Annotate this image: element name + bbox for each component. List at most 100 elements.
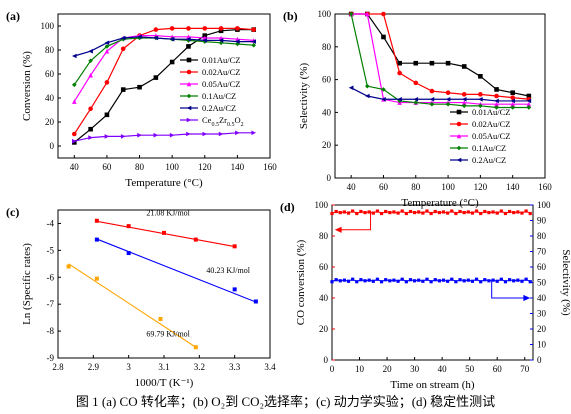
data-point [365, 11, 370, 17]
data-point [413, 100, 419, 105]
data-point [470, 211, 475, 215]
y-tick-label: -5 [47, 245, 55, 255]
data-point [137, 34, 142, 40]
data-point [367, 210, 371, 214]
data-point [487, 210, 491, 215]
y-tick-label: 40 [322, 107, 332, 117]
data-point [495, 279, 499, 283]
data-point [330, 280, 334, 284]
series-line [74, 36, 254, 57]
y-tick-label: 80 [45, 45, 55, 55]
data-point [466, 210, 470, 214]
data-point [429, 280, 433, 284]
data-point [153, 75, 159, 80]
legend: 0.01Au/CZ 0.02Au/CZ 0.05Au/CZ 0.1Au/CZ 0.2Au… [450, 107, 511, 165]
data-point [526, 101, 532, 107]
data-point [381, 96, 386, 102]
activation-energy-label: 21.08 KJ/mol [146, 208, 190, 217]
series-3 [348, 11, 532, 110]
data-point [425, 277, 429, 281]
x-tick-label: 2.9 [88, 362, 100, 372]
legend-marker [456, 109, 462, 115]
data-point [526, 98, 532, 104]
data-point [421, 279, 425, 283]
data-point [413, 210, 417, 215]
data-point [510, 95, 515, 100]
data-point [461, 92, 467, 97]
x-tick-label: 50 [465, 364, 475, 374]
chart-b: 40 60 80 100 120 140 160 0 20 40 60 80 100 Temperatur… [283, 9, 552, 209]
y2-tick-label: 20 [537, 324, 547, 334]
data-point [218, 38, 224, 43]
data-point [512, 279, 516, 283]
x-tick-label: 3.2 [194, 362, 205, 372]
data-point [516, 210, 520, 214]
data-point [445, 96, 451, 102]
y-tick-label: 0 [327, 173, 332, 183]
data-point [437, 279, 441, 283]
data-point [365, 83, 370, 89]
data-point [104, 112, 110, 118]
y-tick-label: 100 [315, 200, 329, 210]
y2-tick-label: 30 [537, 309, 547, 319]
data-point [445, 60, 451, 66]
data-point [186, 44, 191, 49]
data-point [413, 80, 419, 86]
data-point [510, 90, 515, 96]
data-point [342, 278, 346, 282]
data-point [137, 84, 142, 90]
data-point [153, 35, 159, 41]
y-tick-label: 0 [324, 355, 329, 365]
data-point [363, 279, 367, 283]
y-tick-label: -4 [47, 218, 55, 228]
data-point [507, 209, 512, 214]
panel-label: (d) [280, 200, 295, 214]
data-point [351, 209, 355, 213]
y-tick-label: 40 [45, 93, 55, 103]
data-point [88, 126, 93, 132]
data-point [365, 93, 370, 99]
data-point [516, 278, 520, 282]
data-point [421, 211, 425, 215]
data-point [483, 278, 487, 282]
data-point [478, 96, 483, 102]
legend-marker [186, 105, 192, 111]
data-point [186, 36, 191, 42]
data-point [446, 279, 450, 283]
legend-marker [186, 57, 192, 63]
data-point [396, 211, 400, 215]
data-point [397, 60, 402, 66]
data-point [186, 26, 191, 31]
legend-marker [186, 93, 192, 99]
data-point [417, 278, 421, 282]
y-axis-label: Conversion (%) [21, 51, 33, 121]
data-point [441, 278, 446, 282]
data-point [120, 35, 126, 41]
data-point [94, 276, 99, 281]
data-point [462, 210, 466, 215]
data-point [396, 279, 400, 283]
fit-line [68, 263, 197, 348]
data-point [104, 80, 110, 85]
data-point [153, 132, 159, 138]
series-2: 69.79 KJ/mol [66, 263, 198, 350]
data-point [186, 131, 191, 137]
data-point [494, 93, 499, 99]
data-point [169, 132, 175, 138]
data-point [429, 96, 435, 102]
data-point [494, 105, 499, 110]
data-point [367, 278, 371, 282]
series-4 [348, 85, 532, 104]
data-point [445, 90, 451, 96]
data-point [381, 87, 386, 92]
y-axis-label: Selectivity (%) [298, 63, 310, 130]
data-point [474, 209, 479, 213]
y-tick-label: 60 [319, 262, 329, 272]
fit-line [96, 238, 257, 303]
x-tick-label: 160 [263, 162, 277, 172]
series-line [73, 34, 254, 102]
data-point [384, 278, 388, 282]
data-point [218, 28, 224, 34]
